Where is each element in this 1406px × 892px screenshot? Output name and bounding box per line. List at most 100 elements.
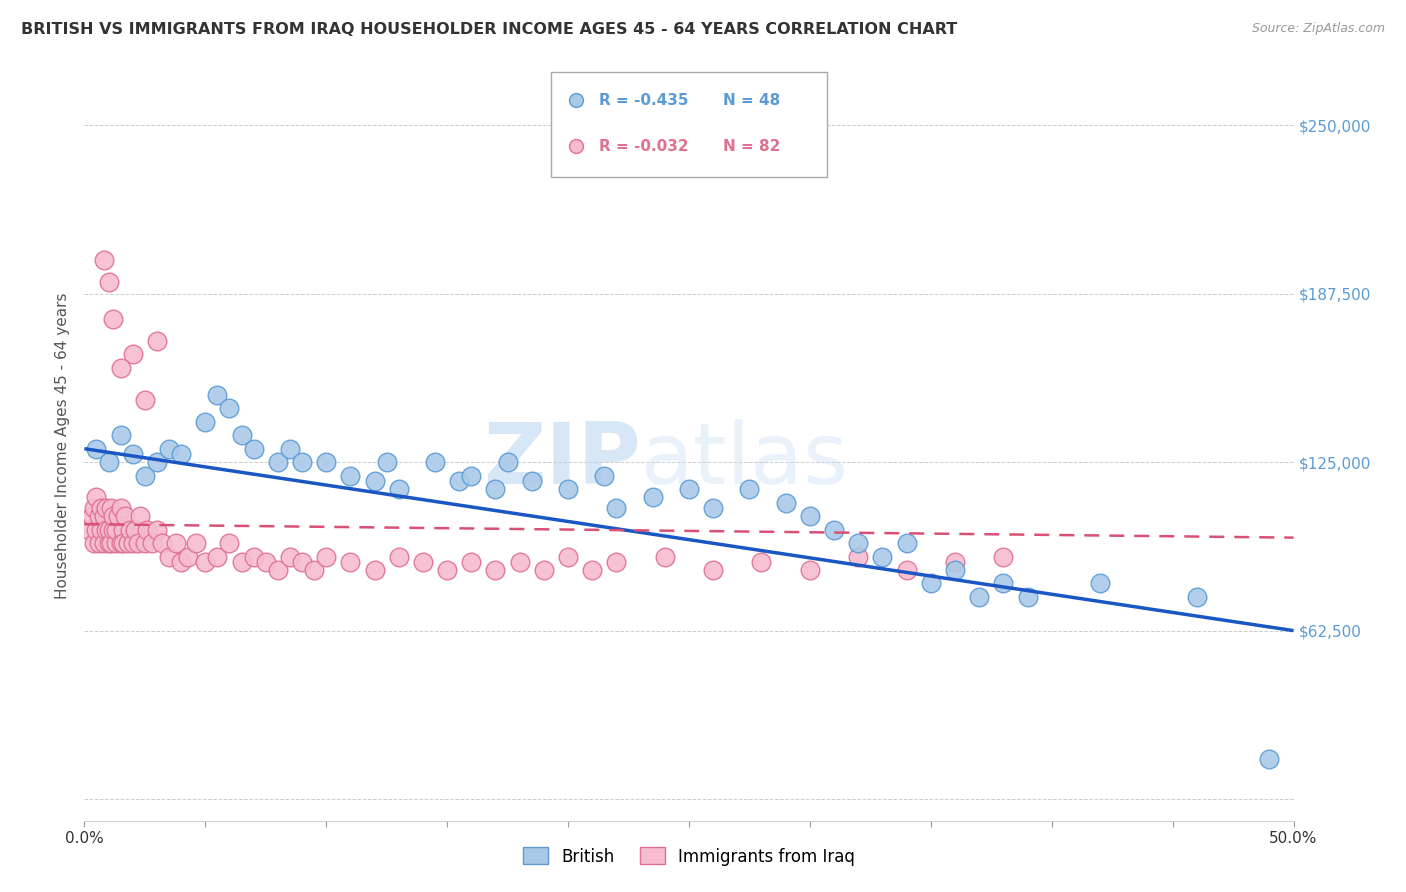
Point <box>581 563 603 577</box>
Point <box>103 312 125 326</box>
Point <box>103 523 125 537</box>
Point <box>423 455 446 469</box>
Text: Source: ZipAtlas.com: Source: ZipAtlas.com <box>1251 22 1385 36</box>
Point <box>339 555 361 569</box>
FancyBboxPatch shape <box>551 72 827 178</box>
Text: BRITISH VS IMMIGRANTS FROM IRAQ HOUSEHOLDER INCOME AGES 45 - 64 YEARS CORRELATIO: BRITISH VS IMMIGRANTS FROM IRAQ HOUSEHOL… <box>21 22 957 37</box>
Point <box>93 253 115 268</box>
Point <box>436 563 458 577</box>
Point <box>846 549 869 564</box>
Point <box>449 474 471 488</box>
Point <box>363 563 385 577</box>
Text: N = 82: N = 82 <box>723 139 780 153</box>
Point <box>184 536 207 550</box>
Point <box>112 536 135 550</box>
Point <box>90 523 112 537</box>
Point <box>278 549 301 564</box>
Point <box>93 509 115 524</box>
Point <box>97 275 120 289</box>
Point <box>605 555 627 569</box>
Point <box>107 509 129 524</box>
Point <box>127 536 149 550</box>
Point <box>533 563 555 577</box>
Point <box>104 536 127 550</box>
Point <box>207 549 229 564</box>
Point <box>114 509 136 524</box>
Point <box>100 536 122 550</box>
Point <box>678 482 700 496</box>
Legend: British, Immigrants from Iraq: British, Immigrants from Iraq <box>516 841 862 872</box>
Point <box>484 563 506 577</box>
Point <box>177 549 200 564</box>
Point <box>846 536 869 550</box>
Point <box>278 442 301 456</box>
Point <box>943 555 966 569</box>
Point <box>799 509 821 524</box>
Point <box>641 490 664 504</box>
Point <box>967 590 990 604</box>
Point <box>375 455 398 469</box>
Point <box>1017 590 1039 604</box>
Point <box>103 509 125 524</box>
Point <box>157 549 180 564</box>
Point <box>520 474 543 488</box>
Point <box>738 482 761 496</box>
Point <box>557 549 579 564</box>
Point <box>93 536 115 550</box>
Point <box>136 523 159 537</box>
Point <box>291 455 314 469</box>
Point <box>872 549 894 564</box>
Point <box>231 555 253 569</box>
Point <box>97 523 120 537</box>
Point <box>194 415 217 429</box>
Point <box>1185 590 1208 604</box>
Y-axis label: Householder Income Ages 45 - 64 years: Householder Income Ages 45 - 64 years <box>55 293 70 599</box>
Point <box>267 455 290 469</box>
Point <box>751 555 773 569</box>
Point <box>702 500 724 515</box>
Point <box>993 549 1015 564</box>
Point <box>157 442 180 456</box>
Point <box>83 536 105 550</box>
Point <box>194 555 217 569</box>
Point <box>121 347 143 361</box>
Point <box>94 523 117 537</box>
Point <box>87 509 110 524</box>
Point <box>565 139 588 153</box>
Point <box>291 555 314 569</box>
Point <box>86 442 108 456</box>
Point <box>388 549 411 564</box>
Point <box>170 447 193 461</box>
Point <box>120 523 142 537</box>
Point <box>129 509 152 524</box>
Point <box>484 482 506 496</box>
Point <box>121 536 143 550</box>
Point <box>993 576 1015 591</box>
Point <box>134 393 156 408</box>
Point <box>170 555 193 569</box>
Point <box>112 523 135 537</box>
Point <box>97 455 120 469</box>
Point <box>242 549 264 564</box>
Point <box>388 482 411 496</box>
Point <box>509 555 531 569</box>
Point <box>315 455 337 469</box>
Point <box>267 563 290 577</box>
Text: N = 48: N = 48 <box>723 93 780 108</box>
Point <box>218 401 240 416</box>
Point <box>146 455 169 469</box>
Point <box>87 536 110 550</box>
Point <box>134 468 156 483</box>
Text: atlas: atlas <box>641 419 849 502</box>
Point <box>117 536 139 550</box>
Point <box>94 500 117 515</box>
Point <box>775 495 797 509</box>
Point <box>146 523 169 537</box>
Point <box>254 555 277 569</box>
Point <box>110 536 132 550</box>
Point <box>823 523 845 537</box>
Text: ZIP: ZIP <box>482 419 641 502</box>
Point <box>799 563 821 577</box>
Point <box>110 360 132 375</box>
Point <box>339 468 361 483</box>
